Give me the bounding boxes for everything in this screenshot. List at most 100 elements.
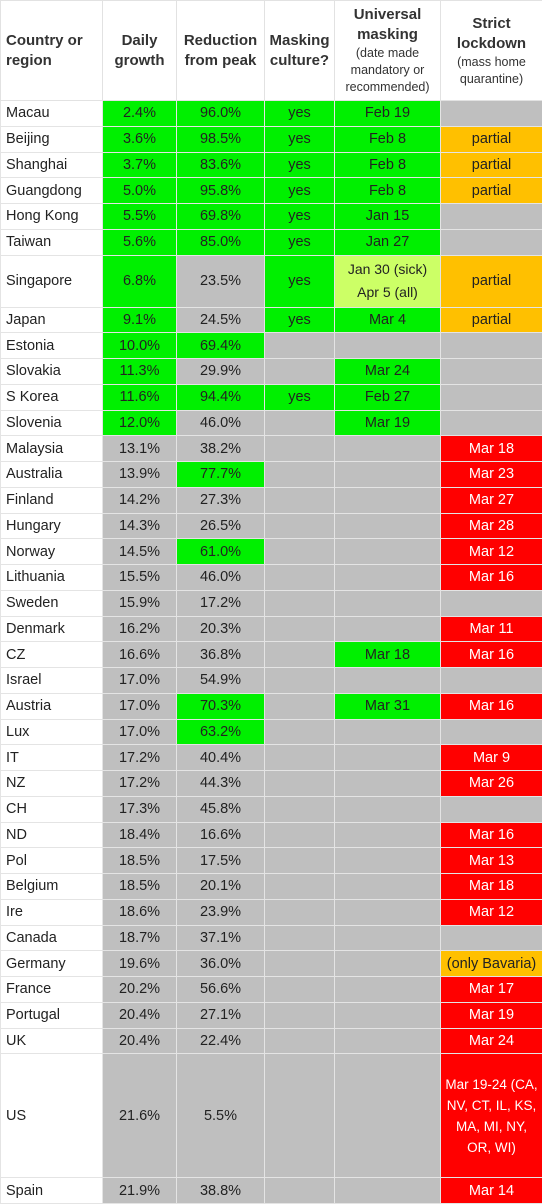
daily-growth-cell: 5.0% (103, 178, 177, 204)
strict-lockdown-cell: Mar 12 (441, 539, 542, 565)
strict-lockdown-cell: Mar 27 (441, 487, 542, 513)
daily-growth-cell: 19.6% (103, 951, 177, 977)
daily-growth-cell: 5.6% (103, 229, 177, 255)
country-cell: Estonia (1, 333, 103, 359)
strict-lockdown-cell: Mar 16 (441, 642, 542, 668)
strict-lockdown-cell: Mar 13 (441, 848, 542, 874)
country-cell: Slovenia (1, 410, 103, 436)
strict-lockdown-cell: partial (441, 307, 542, 333)
daily-growth-cell: 13.9% (103, 462, 177, 488)
country-cell: Australia (1, 462, 103, 488)
daily-growth-cell: 16.6% (103, 642, 177, 668)
masking-culture-cell (265, 899, 335, 925)
masking-culture-cell (265, 977, 335, 1003)
country-cell: Norway (1, 539, 103, 565)
daily-growth-cell: 18.7% (103, 925, 177, 951)
daily-growth-cell: 3.6% (103, 126, 177, 152)
country-cell: France (1, 977, 103, 1003)
strict-lockdown-cell (441, 925, 542, 951)
strict-lockdown-cell: Mar 18 (441, 874, 542, 900)
reduction-from-peak-cell: 20.1% (177, 874, 265, 900)
daily-growth-cell: 18.6% (103, 899, 177, 925)
universal-masking-cell: Feb 8 (335, 126, 441, 152)
reduction-from-peak-cell: 23.5% (177, 255, 265, 307)
strict-lockdown-cell: partial (441, 255, 542, 307)
header-daily-growth: Daily growth (103, 1, 177, 101)
universal-masking-cell (335, 951, 441, 977)
reduction-from-peak-cell: 69.4% (177, 333, 265, 359)
country-cell: Austria (1, 693, 103, 719)
header-universal-masking-title: Universal masking (354, 6, 422, 43)
daily-growth-cell: 18.5% (103, 848, 177, 874)
country-cell: Pol (1, 848, 103, 874)
reduction-from-peak-cell: 94.4% (177, 384, 265, 410)
masking-culture-cell (265, 693, 335, 719)
masking-culture-cell (265, 590, 335, 616)
reduction-from-peak-cell: 85.0% (177, 229, 265, 255)
universal-masking-cell (335, 848, 441, 874)
strict-lockdown-cell (441, 384, 542, 410)
reduction-from-peak-cell: 95.8% (177, 178, 265, 204)
country-cell: Hong Kong (1, 204, 103, 230)
strict-lockdown-cell (441, 204, 542, 230)
country-cell: Macau (1, 101, 103, 127)
strict-lockdown-cell (441, 359, 542, 385)
masking-culture-cell (265, 925, 335, 951)
masking-culture-cell (265, 822, 335, 848)
daily-growth-cell: 11.3% (103, 359, 177, 385)
universal-masking-cell: Jan 27 (335, 229, 441, 255)
universal-masking-cell: Feb 19 (335, 101, 441, 127)
masking-culture-cell (265, 874, 335, 900)
strict-lockdown-cell (441, 229, 542, 255)
reduction-from-peak-cell: 77.7% (177, 462, 265, 488)
header-masking-culture: Masking culture? (265, 1, 335, 101)
header-strict-lockdown-note: (mass home quarantine) (444, 54, 539, 88)
daily-growth-cell: 17.0% (103, 719, 177, 745)
strict-lockdown-cell: Mar 18 (441, 436, 542, 462)
daily-growth-cell: 17.2% (103, 745, 177, 771)
reduction-from-peak-cell: 96.0% (177, 101, 265, 127)
reduction-from-peak-cell: 24.5% (177, 307, 265, 333)
reduction-from-peak-cell: 46.0% (177, 410, 265, 436)
masking-culture-cell (265, 359, 335, 385)
universal-masking-cell: Mar 18 (335, 642, 441, 668)
header-strict-lockdown: Strict lockdown (mass home quarantine) (441, 1, 542, 101)
reduction-from-peak-cell: 27.3% (177, 487, 265, 513)
universal-masking-cell (335, 822, 441, 848)
universal-masking-cell: Mar 31 (335, 693, 441, 719)
daily-growth-cell: 20.4% (103, 1002, 177, 1028)
reduction-from-peak-cell: 26.5% (177, 513, 265, 539)
masking-culture-cell (265, 462, 335, 488)
daily-growth-cell: 15.9% (103, 590, 177, 616)
masking-culture-cell (265, 487, 335, 513)
daily-growth-cell: 20.2% (103, 977, 177, 1003)
strict-lockdown-cell: Mar 9 (441, 745, 542, 771)
universal-masking-cell: Jan 30 (sick) Apr 5 (all) (335, 255, 441, 307)
strict-lockdown-cell (441, 590, 542, 616)
daily-growth-cell: 17.3% (103, 796, 177, 822)
strict-lockdown-cell: Mar 19 (441, 1002, 542, 1028)
universal-masking-cell (335, 977, 441, 1003)
universal-masking-cell: Feb 27 (335, 384, 441, 410)
reduction-from-peak-cell: 45.8% (177, 796, 265, 822)
daily-growth-cell: 17.2% (103, 771, 177, 797)
strict-lockdown-cell: Mar 23 (441, 462, 542, 488)
country-cell: Guangdong (1, 178, 103, 204)
header-universal-masking: Universal masking (date made mandatory o… (335, 1, 441, 101)
reduction-from-peak-cell: 69.8% (177, 204, 265, 230)
country-cell: Hungary (1, 513, 103, 539)
reduction-from-peak-cell: 22.4% (177, 1028, 265, 1054)
universal-masking-cell (335, 668, 441, 694)
